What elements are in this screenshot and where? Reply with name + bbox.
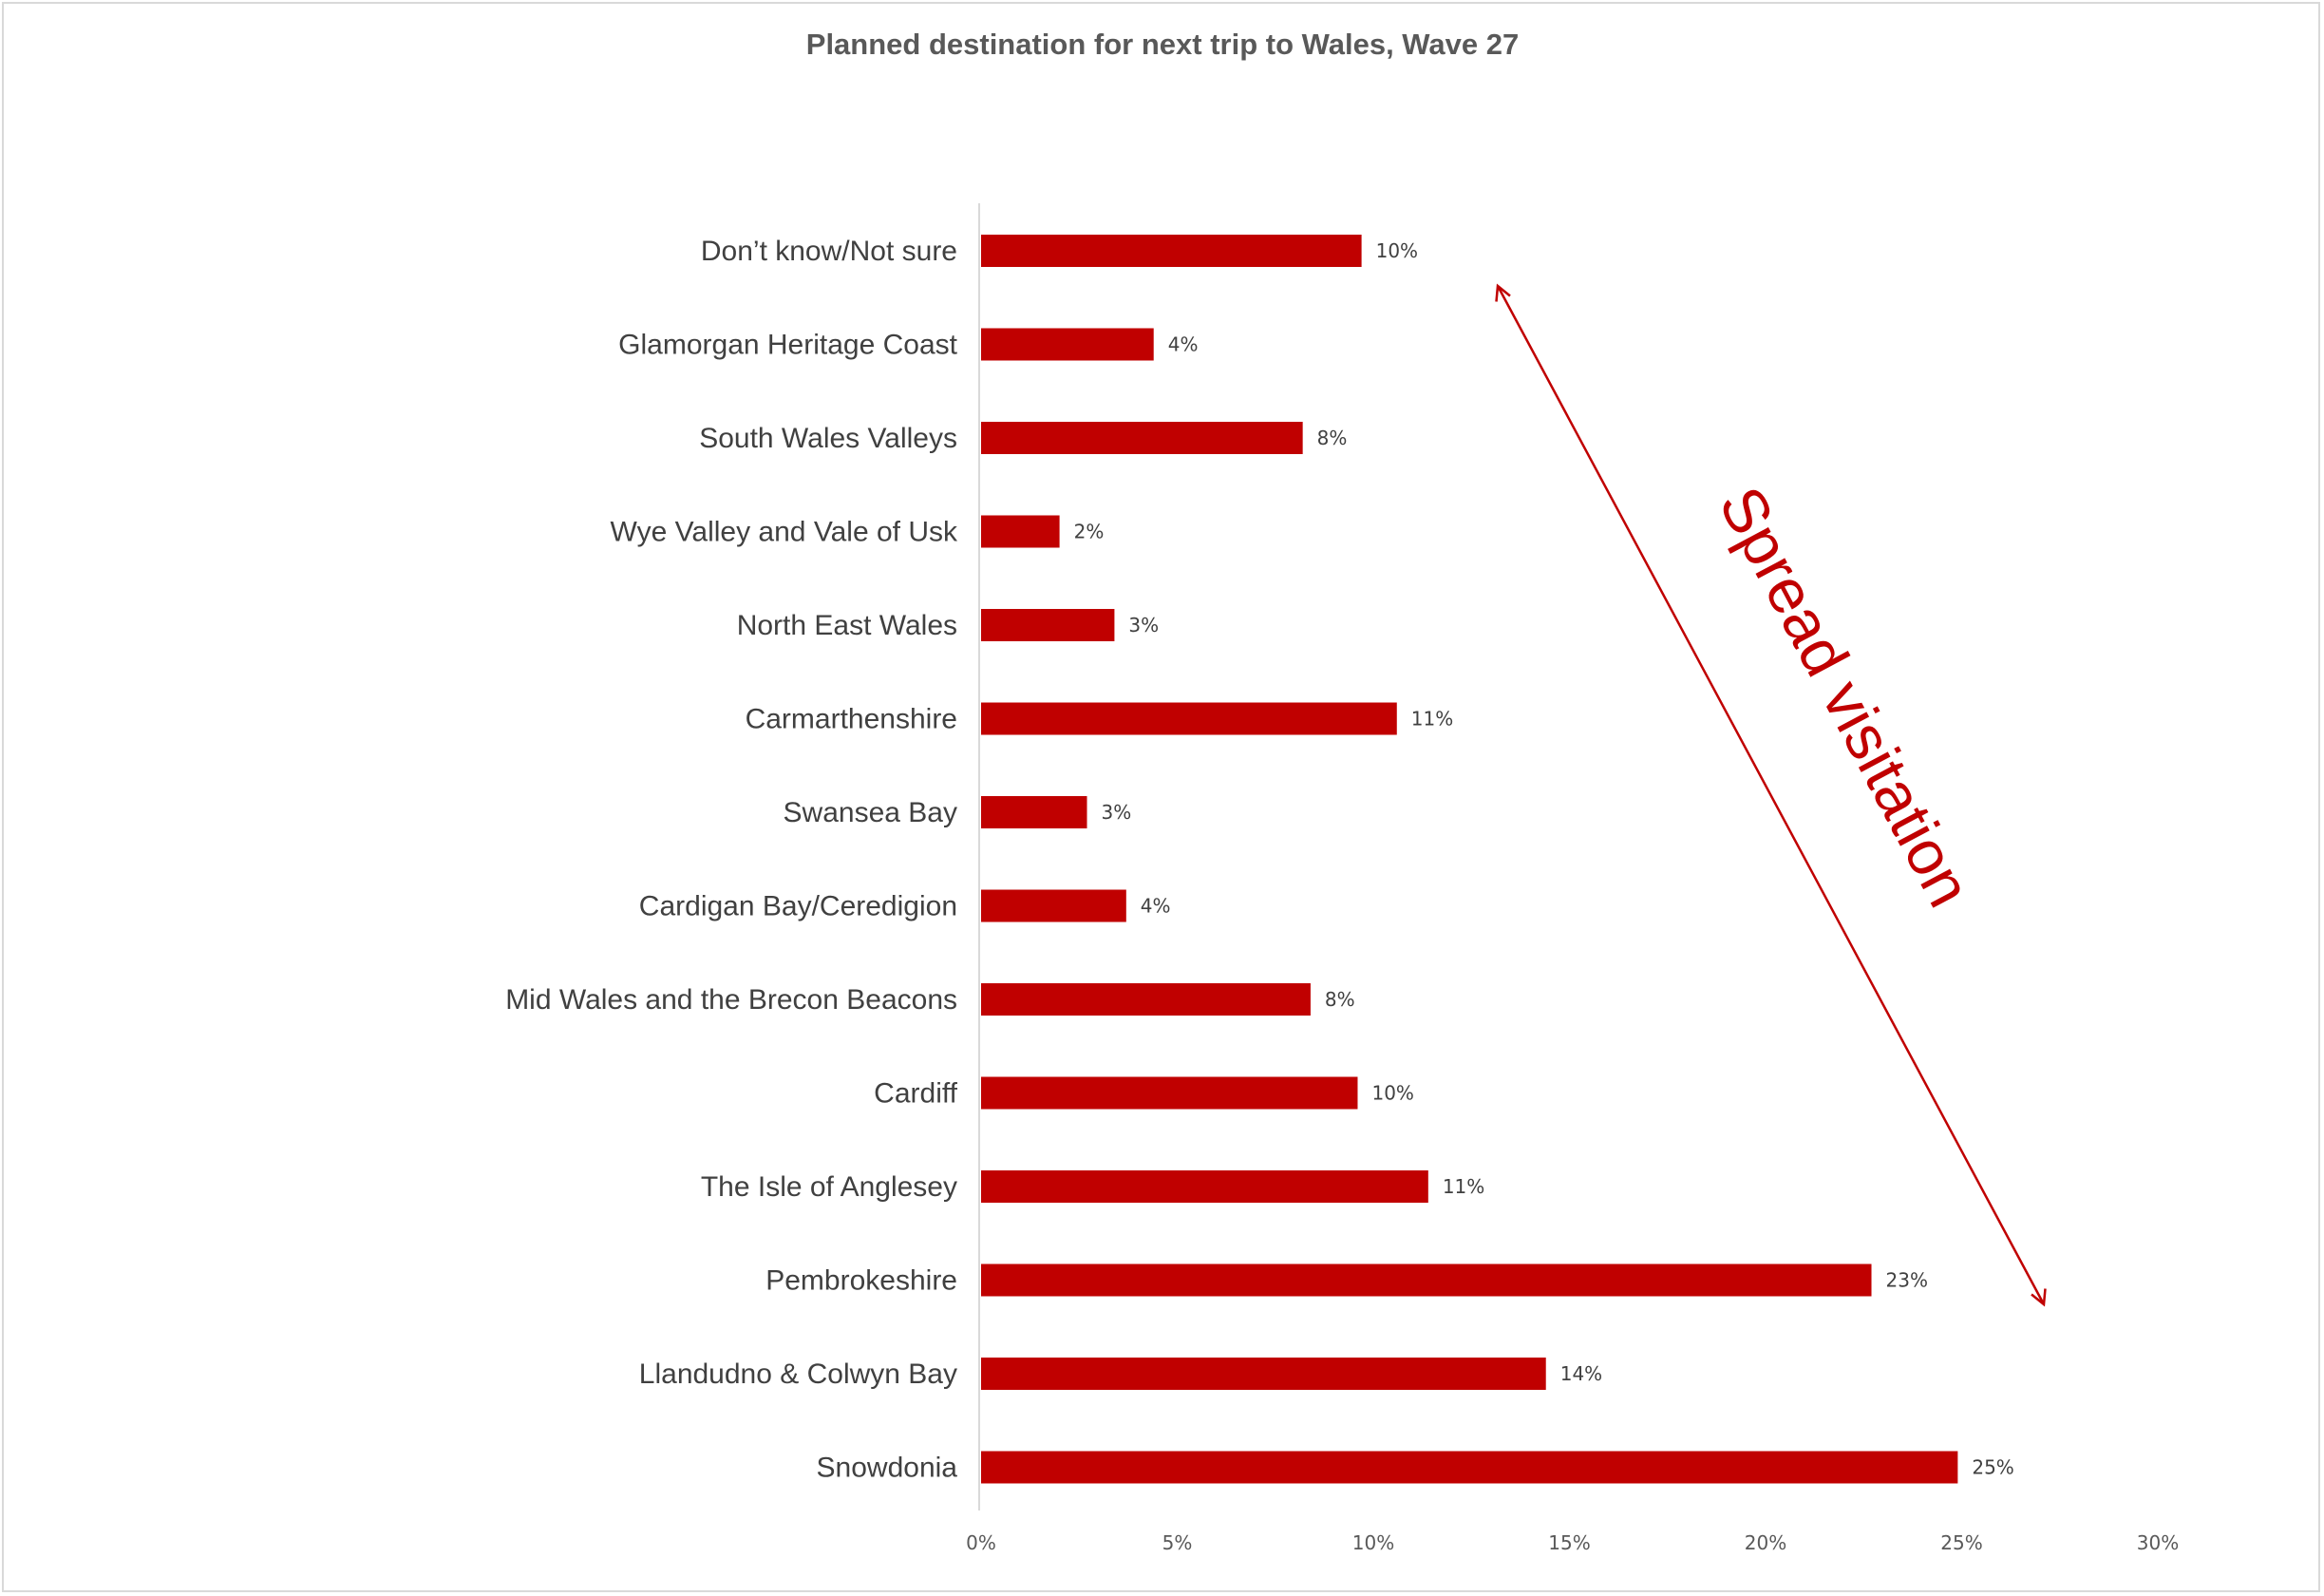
data-label: 4% (1168, 333, 1199, 356)
bar (981, 609, 1115, 641)
annotation-arrow-line (1496, 285, 2046, 1305)
bar (981, 983, 1311, 1016)
data-label: 14% (1560, 1362, 1602, 1385)
bar (981, 1264, 1872, 1297)
spread-annotation: Spread visitation (1495, 283, 2047, 1307)
data-label: 3% (1102, 801, 1132, 824)
data-label: 8% (1325, 988, 1355, 1011)
data-label: 2% (1074, 521, 1105, 543)
x-tick-label: 20% (1745, 1531, 1786, 1554)
category-label: The Isle of Anglesey (701, 1171, 957, 1203)
category-label: Glamorgan Heritage Coast (618, 330, 958, 361)
x-tick-label: 10% (1352, 1531, 1394, 1554)
bar (981, 1358, 1546, 1390)
category-label: Cardigan Bay/Ceredigion (639, 891, 957, 922)
bar (981, 1076, 1358, 1110)
category-label: Mid Wales and the Brecon Beacons (505, 984, 957, 1016)
chart-title: Planned destination for next trip to Wal… (806, 28, 1519, 61)
x-tick-label: 30% (2137, 1531, 2179, 1554)
bar (981, 328, 1154, 361)
category-label: Swansea Bay (784, 797, 957, 828)
data-label: 10% (1376, 239, 1418, 262)
category-label: Llandudno & Colwyn Bay (639, 1358, 957, 1390)
x-tick-label: 5% (1162, 1531, 1193, 1554)
category-label: Don’t know/Not sure (701, 236, 957, 267)
data-label: 8% (1317, 427, 1348, 449)
data-label: 4% (1141, 895, 1171, 918)
annotation-arrowhead-bottom (2031, 1288, 2047, 1307)
annotation-text: Spread visitation (1706, 475, 1985, 918)
x-tick-label: 25% (1940, 1531, 1982, 1554)
category-label: Carmarthenshire (746, 704, 957, 735)
category-label: Wye Valley and Vale of Usk (611, 517, 958, 548)
bars-group: Don’t know/Not sure 10% Glamorgan Heritage… (505, 235, 2014, 1484)
data-label: 10% (1371, 1082, 1413, 1105)
data-label: 3% (1128, 614, 1159, 636)
bar (981, 796, 1087, 828)
data-label: 11% (1443, 1175, 1484, 1198)
data-label: 11% (1411, 708, 1453, 731)
category-label: South Wales Valleys (699, 423, 957, 454)
bar (981, 515, 1060, 548)
category-label: Cardiff (874, 1078, 957, 1110)
data-label: 23% (1886, 1269, 1928, 1292)
x-tick-label: 0% (966, 1531, 996, 1554)
x-tick-label: 15% (1548, 1531, 1590, 1554)
bar (981, 235, 1362, 267)
annotation-arrowhead-top (1495, 283, 1511, 302)
bar (981, 1451, 1958, 1484)
bar (981, 422, 1303, 454)
category-label: Pembrokeshire (765, 1265, 957, 1297)
bar (981, 889, 1126, 922)
bar (981, 1170, 1428, 1203)
chart-svg: Planned destination for next trip to Wal… (505, 28, 2179, 1554)
category-label: North East Wales (737, 610, 957, 641)
bar (981, 702, 1397, 735)
x-axis-ticks: 0% 5% 10% 15% 20% 25% 30% (966, 1531, 2179, 1554)
data-label: 25% (1972, 1456, 2013, 1479)
category-label: Snowdonia (817, 1453, 958, 1484)
